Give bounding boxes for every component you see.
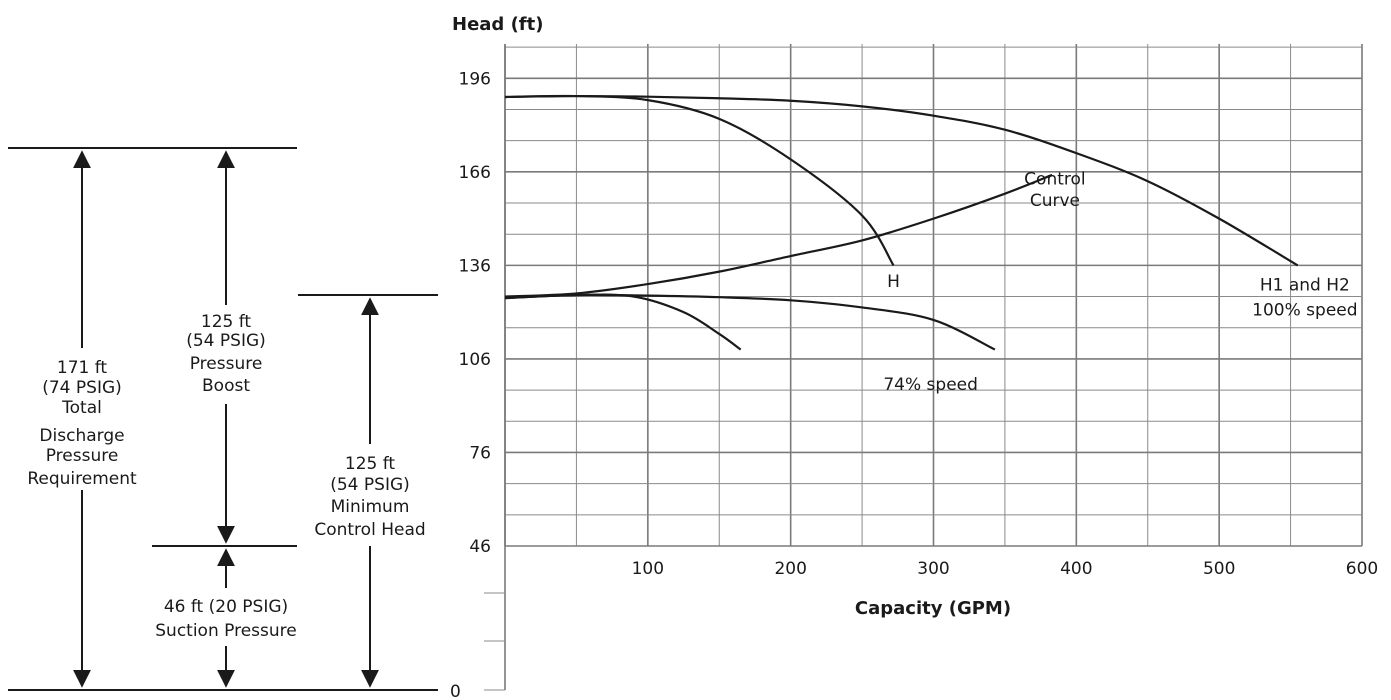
pump-curve-chart: 100 200 300 400 500 600 196 166 136 106 76 46 H Con… [450, 14, 1378, 700]
x-axis-title: Capacity (GPM) [855, 598, 1011, 619]
x-tick-label: 600 [1346, 559, 1378, 579]
y-tick-label: 106 [459, 350, 491, 370]
total-line-1: 171 ft [57, 358, 108, 378]
curve-s74b [504, 293, 742, 351]
svg-text:125 ft: 125 ft [201, 312, 252, 332]
pressure-diagram: 171 ft (74 PSIG) Total Discharge Pressur… [8, 147, 438, 691]
y-tick-label: 166 [459, 163, 491, 183]
svg-text:Boost: Boost [202, 376, 250, 396]
control-head-line-2: (54 PSIG) [330, 475, 410, 495]
boost-line-4: Boost [202, 376, 250, 396]
control-head-line-1: 125 ft [345, 454, 396, 474]
svg-text:Suction Pressure: Suction Pressure [155, 621, 296, 641]
curve-label: 100% speed [1252, 300, 1357, 320]
x-tick-label: 500 [1203, 559, 1235, 579]
y-tick-label: 196 [459, 69, 491, 89]
total-line-4: Discharge [39, 426, 124, 446]
total-label: 171 ft [57, 358, 108, 378]
boost-line-2: (54 PSIG) [186, 331, 266, 351]
x-tick-label: 400 [1060, 559, 1092, 579]
svg-text:Pressure: Pressure [46, 446, 119, 466]
svg-text:(54 PSIG): (54 PSIG) [186, 331, 266, 351]
svg-text:Minimum: Minimum [331, 497, 410, 517]
total-line-2: (74 PSIG) [42, 378, 122, 398]
total-line-6: Requirement [27, 469, 137, 489]
y-axis-title: Head (ft) [452, 14, 543, 35]
curve-label: H1 and H2 [1260, 275, 1350, 295]
curve-label: H [887, 272, 900, 292]
svg-text:125 ft: 125 ft [345, 454, 396, 474]
curve-h100 [504, 94, 1299, 267]
svg-text:46 ft (20 PSIG): 46 ft (20 PSIG) [164, 597, 288, 617]
x-tick-label: 200 [774, 559, 806, 579]
y-tick-label: 76 [469, 443, 491, 463]
svg-text:Discharge: Discharge [39, 426, 124, 446]
curve-s74 [504, 293, 996, 351]
control-head-line-3: Minimum [331, 497, 410, 517]
svg-text:Requirement: Requirement [27, 469, 137, 489]
curve-control [504, 173, 1053, 298]
x-tick-label: 300 [917, 559, 949, 579]
suction-line-1: 46 ft (20 PSIG) [164, 597, 288, 617]
y-tick-labels: 196 166 136 106 76 46 [459, 69, 491, 557]
curve-h [504, 94, 895, 266]
svg-text:(54 PSIG): (54 PSIG) [330, 475, 410, 495]
svg-text:Pressure: Pressure [190, 354, 263, 374]
svg-text:Total: Total [61, 398, 102, 418]
x-tick-labels: 100 200 300 400 500 600 [632, 559, 1379, 579]
lower-axis-zero-label: 0 [450, 682, 461, 700]
boost-line-1: 125 ft [201, 312, 252, 332]
total-line-5: Pressure [46, 446, 119, 466]
chart-curves [504, 94, 1299, 351]
total-line-3: Total [61, 398, 102, 418]
boost-line-3: Pressure [190, 354, 263, 374]
x-tick-label: 100 [632, 559, 664, 579]
control-head-line-4: Control Head [314, 520, 425, 540]
lower-axis [484, 546, 506, 691]
svg-text:(74 PSIG): (74 PSIG) [42, 378, 122, 398]
y-tick-label: 46 [469, 537, 491, 557]
suction-line-2: Suction Pressure [155, 621, 296, 641]
chart-grid [504, 44, 1363, 547]
svg-text:Control Head: Control Head [314, 520, 425, 540]
curve-label: 74% speed [883, 375, 978, 395]
curve-label: Curve [1030, 191, 1080, 211]
curve-label: Control [1024, 169, 1085, 189]
y-tick-label: 136 [459, 256, 491, 276]
